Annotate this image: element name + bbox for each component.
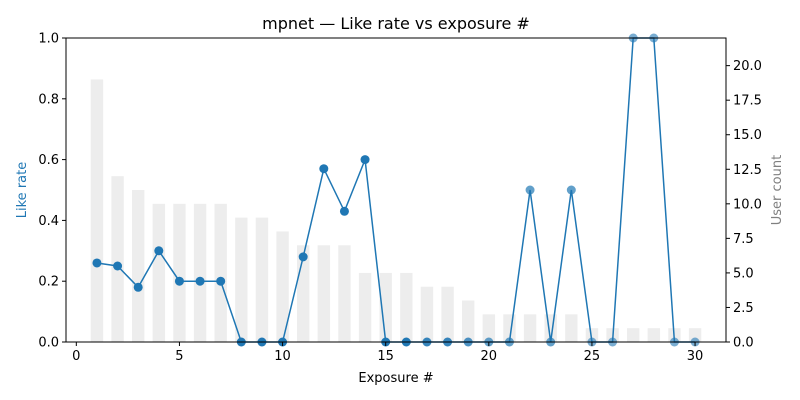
count-bar (235, 217, 248, 342)
count-bar (152, 203, 166, 342)
plot-frame (65, 37, 727, 343)
count-bar (317, 245, 331, 342)
like-rate-point (298, 252, 308, 262)
count-bar (420, 286, 434, 342)
like-rate-point (360, 155, 370, 165)
y-tick-label-right: 5.0 (733, 266, 754, 281)
count-bar (132, 190, 145, 342)
count-bar (627, 328, 640, 342)
like-rate-point (216, 276, 226, 286)
x-tick-label: 15 (377, 349, 394, 364)
count-bar (90, 79, 104, 342)
x-tick-label: 10 (274, 349, 291, 364)
like-rate-point (195, 276, 205, 286)
x-axis-title: Exposure # (358, 371, 433, 386)
chart-title: mpnet — Like rate vs exposure # (262, 14, 530, 33)
count-bar (379, 272, 392, 342)
count-bar (585, 328, 599, 342)
y-axis-right: 0.0 2.5 5.0 7.5 10.0 12.5 15.0 17.5 20.0 (726, 59, 762, 351)
y-tick-label-left: 0.6 (38, 153, 59, 168)
like-rate-point (92, 258, 102, 268)
x-tick-label: 0 (72, 349, 80, 364)
count-bar (276, 231, 289, 342)
count-bar (338, 245, 351, 342)
y-tick-label-left: 0.0 (38, 336, 59, 351)
count-bar (565, 314, 578, 342)
y-tick-label-right: 10.0 (733, 197, 762, 212)
count-bar (358, 272, 372, 342)
like-rate-point (113, 261, 123, 271)
count-bar (111, 176, 124, 342)
x-axis: 0 5 10 15 20 25 30 (72, 342, 703, 364)
count-bar (400, 272, 413, 342)
y-tick-label-left: 0.4 (38, 214, 59, 229)
like-rate-point (174, 276, 184, 286)
like-rate-point (154, 246, 164, 256)
count-bar (647, 328, 661, 342)
y-tick-label-right: 7.5 (733, 232, 754, 247)
count-bar (523, 314, 537, 342)
x-tick-label: 30 (687, 349, 704, 364)
x-tick-label: 25 (584, 349, 601, 364)
count-bar (462, 300, 475, 342)
y-tick-label-right: 0.0 (733, 336, 754, 351)
count-bar (193, 203, 207, 342)
like-rate-point (525, 185, 535, 195)
like-rate-point (339, 206, 349, 216)
count-bar (214, 203, 227, 342)
y-axis-title-right: User count (770, 155, 785, 225)
x-tick-label: 5 (175, 349, 183, 364)
count-bar (173, 203, 186, 342)
like-rate-point (566, 185, 576, 195)
like-rate-line (96, 37, 696, 343)
y-tick-label-right: 20.0 (733, 59, 762, 74)
bars-layer (90, 79, 702, 342)
y-axis-left: 0.0 0.2 0.4 0.6 0.8 1.0 (38, 32, 66, 351)
x-tick-label: 20 (481, 349, 498, 364)
like-rate-point (133, 282, 143, 292)
y-tick-label-right: 17.5 (733, 94, 762, 109)
y-axis-title-left: Like rate (15, 162, 30, 218)
line-layer (96, 37, 696, 343)
count-bar (441, 286, 454, 342)
like-rate-point (319, 164, 329, 174)
count-bar (688, 328, 702, 342)
y-tick-label-left: 0.8 (38, 92, 59, 107)
y-tick-label-right: 2.5 (733, 301, 754, 316)
y-tick-label-left: 1.0 (38, 32, 59, 47)
y-tick-label-left: 0.2 (38, 275, 59, 290)
y-tick-label-right: 12.5 (733, 163, 762, 178)
y-tick-label-right: 15.0 (733, 128, 762, 143)
count-bar (482, 314, 496, 342)
count-bar (255, 217, 269, 342)
